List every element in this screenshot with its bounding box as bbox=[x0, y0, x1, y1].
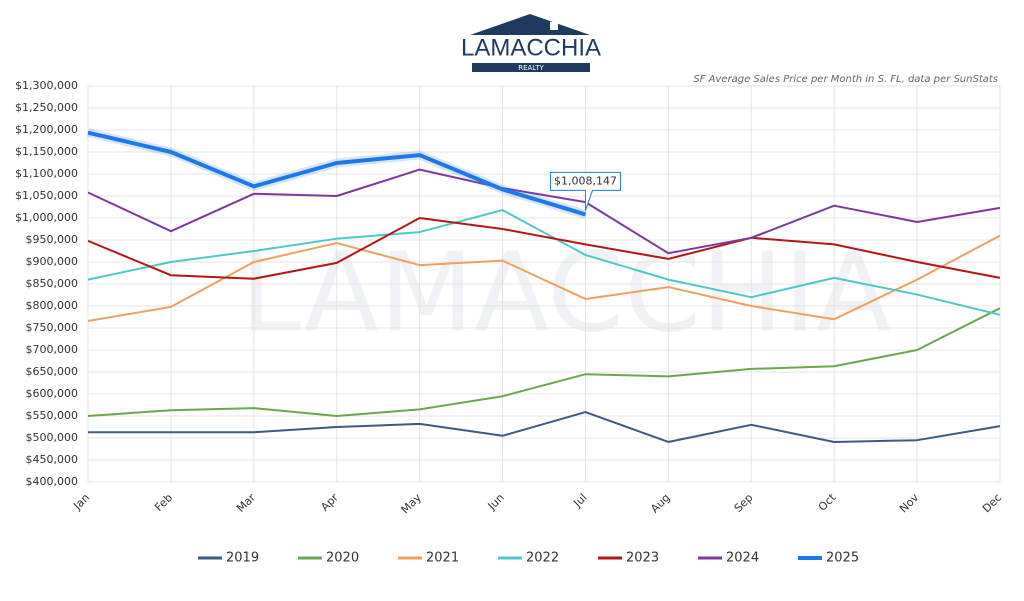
x-tick-label: Aug bbox=[648, 491, 672, 515]
y-tick-label: $800,000 bbox=[26, 299, 79, 312]
series-line bbox=[87, 168, 1001, 255]
y-tick-label: $600,000 bbox=[26, 387, 79, 400]
y-tick-label: $1,150,000 bbox=[15, 145, 78, 158]
legend-label: 2023 bbox=[626, 551, 659, 566]
series-line bbox=[87, 307, 1001, 417]
x-tick-label: Nov bbox=[897, 491, 922, 516]
legend-label: 2020 bbox=[326, 551, 359, 566]
y-tick-label: $500,000 bbox=[26, 431, 79, 444]
series-line bbox=[87, 217, 1001, 280]
x-tick-label: Sep bbox=[732, 491, 756, 515]
y-tick-label: $850,000 bbox=[26, 277, 79, 290]
logo-name: LAMACCHIA bbox=[461, 34, 601, 61]
y-tick-label: $1,000,000 bbox=[15, 211, 78, 224]
series-line bbox=[87, 130, 587, 217]
logo-roof bbox=[470, 14, 590, 35]
y-tick-label: $550,000 bbox=[26, 409, 79, 422]
series-line bbox=[87, 234, 1001, 322]
series-line bbox=[88, 411, 1001, 443]
y-tick-label: $1,250,000 bbox=[15, 101, 78, 114]
legend-label: 2021 bbox=[426, 551, 459, 566]
data-label: $1,008,147 bbox=[554, 174, 617, 187]
x-tick-label: Mar bbox=[234, 491, 258, 515]
legend-label: 2022 bbox=[526, 551, 559, 566]
y-tick-label: $1,300,000 bbox=[15, 79, 78, 92]
x-tick-label: Oct bbox=[816, 491, 839, 514]
y-tick-label: $1,100,000 bbox=[15, 167, 78, 180]
logo-tagline: REALTY bbox=[518, 64, 544, 72]
y-tick-label: $1,050,000 bbox=[15, 189, 78, 202]
x-tick-label: Dec bbox=[980, 491, 1004, 515]
legend-label: 2025 bbox=[826, 551, 859, 566]
callout-box bbox=[549, 171, 621, 211]
y-tick-label: $700,000 bbox=[26, 343, 79, 356]
y-tick-label: $450,000 bbox=[26, 453, 79, 466]
x-tick-label: Feb bbox=[152, 491, 175, 514]
x-tick-label: Jan bbox=[70, 491, 92, 513]
y-tick-label: $1,200,000 bbox=[15, 123, 78, 136]
subtitle: SF Average Sales Price per Month in S. F… bbox=[693, 74, 998, 85]
x-tick-label: Apr bbox=[318, 491, 341, 514]
logo: LAMACCHIA REALTY bbox=[461, 14, 601, 72]
y-tick-label: $900,000 bbox=[26, 255, 79, 268]
watermark: LAMACCHIA bbox=[240, 228, 891, 356]
y-tick-label: $400,000 bbox=[26, 475, 79, 488]
x-tick-label: May bbox=[399, 491, 425, 517]
x-tick-label: Jul bbox=[570, 491, 589, 510]
logo-band bbox=[472, 63, 590, 72]
y-tick-label: $950,000 bbox=[26, 233, 79, 246]
legend-label: 2019 bbox=[226, 551, 259, 566]
legend-label: 2024 bbox=[726, 551, 759, 566]
y-tick-label: $750,000 bbox=[26, 321, 79, 334]
y-tick-label: $650,000 bbox=[26, 365, 79, 378]
logo-window bbox=[550, 22, 558, 30]
x-tick-label: Jun bbox=[485, 491, 507, 513]
series-line bbox=[87, 209, 1001, 316]
